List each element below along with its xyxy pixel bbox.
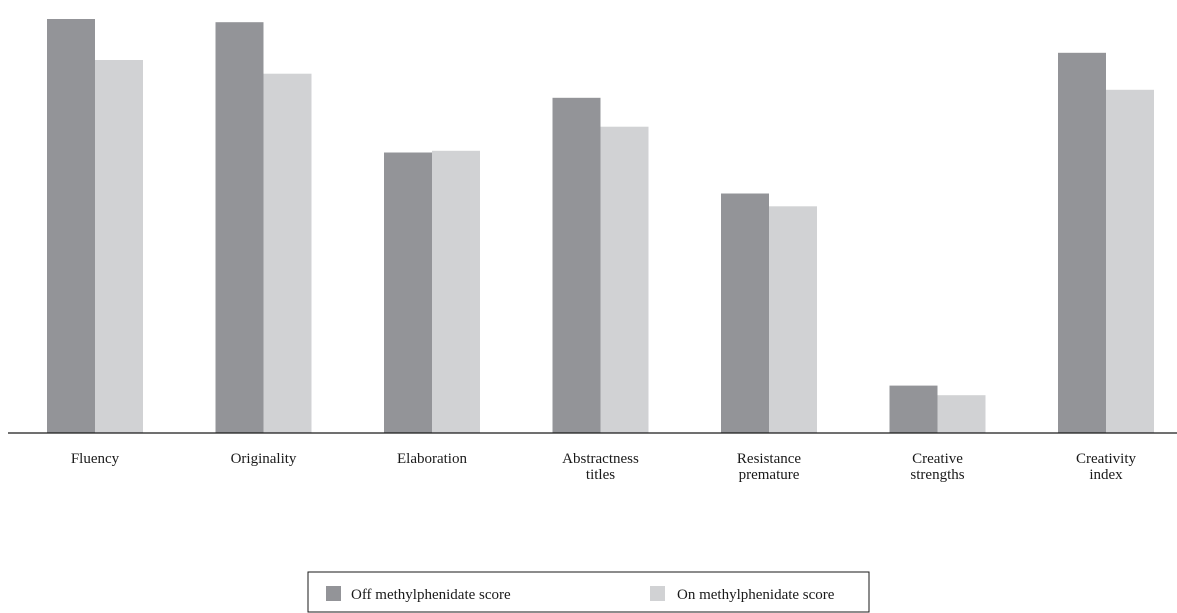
x-tick-label-0: Fluency bbox=[71, 451, 120, 467]
bar-off-1 bbox=[215, 22, 264, 433]
x-tick-label-6: Creativity index bbox=[1076, 451, 1136, 483]
bar-on-4 bbox=[769, 206, 817, 433]
bar-on-5 bbox=[937, 395, 986, 433]
x-tick-labels: Fluency Originality Elaboration Abstractnes… bbox=[71, 451, 1137, 483]
bar-on-3 bbox=[600, 126, 649, 433]
x-tick-label-5: Creative strengths bbox=[910, 451, 964, 483]
x-tick-label-3: Abstractness titles bbox=[562, 451, 639, 483]
bar-off-3 bbox=[552, 97, 601, 434]
bar-off-5 bbox=[889, 385, 938, 433]
legend-box bbox=[307, 571, 870, 613]
legend-label-on: On methylphenidate score bbox=[677, 587, 835, 603]
bar-on-6 bbox=[1106, 89, 1154, 434]
x-tick-label-1: Originality bbox=[231, 451, 297, 467]
legend-label-off: Off methylphenidate score bbox=[351, 587, 511, 603]
legend-swatch-on bbox=[650, 586, 665, 601]
bar-on-0 bbox=[95, 60, 143, 433]
legend: Off methylphenidate score On methylpheni… bbox=[307, 571, 870, 613]
bar-off-4 bbox=[721, 193, 769, 433]
x-tick-label-2: Elaboration bbox=[397, 451, 467, 467]
legend-swatch-off bbox=[326, 586, 341, 601]
bar-on-1 bbox=[263, 73, 312, 433]
bars-group bbox=[47, 19, 1154, 434]
bar-on-2 bbox=[432, 150, 480, 434]
bar-off-0 bbox=[47, 19, 95, 433]
x-tick-label-4: Resistance premature bbox=[737, 451, 801, 483]
bar-off-6 bbox=[1058, 52, 1106, 434]
bar-off-2 bbox=[384, 152, 432, 433]
